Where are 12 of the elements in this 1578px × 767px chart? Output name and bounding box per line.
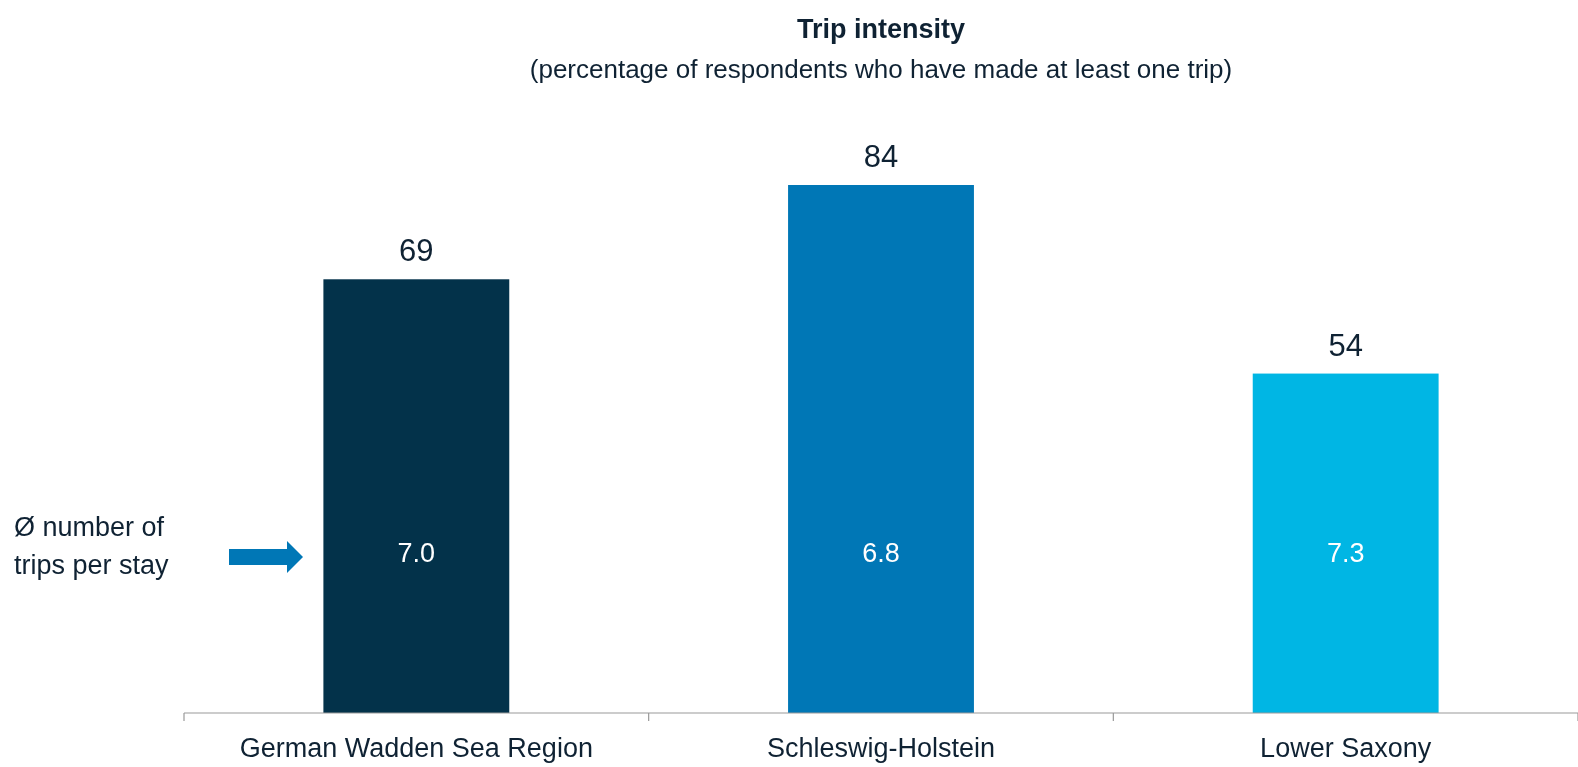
chart-subtitle: (percentage of respondents who have made at least one trip): [529, 54, 1233, 84]
x-tick-label: Lower Saxony: [1260, 733, 1432, 763]
annotation: 7.0: [397, 537, 436, 568]
data-label: 54: [1328, 327, 1363, 363]
x-tick-label: German Wadden Sea Region: [239, 733, 593, 763]
annotation: 7.3: [1326, 537, 1365, 568]
chart-title: Trip intensity: [796, 14, 966, 44]
annotation: 6.8: [862, 537, 900, 568]
data-label: 84: [863, 139, 899, 174]
x-tick-label: Schleswig-Holstein: [766, 733, 996, 763]
data-label: 69: [399, 233, 434, 269]
text: Ø number of trips per stay: [14, 512, 170, 580]
